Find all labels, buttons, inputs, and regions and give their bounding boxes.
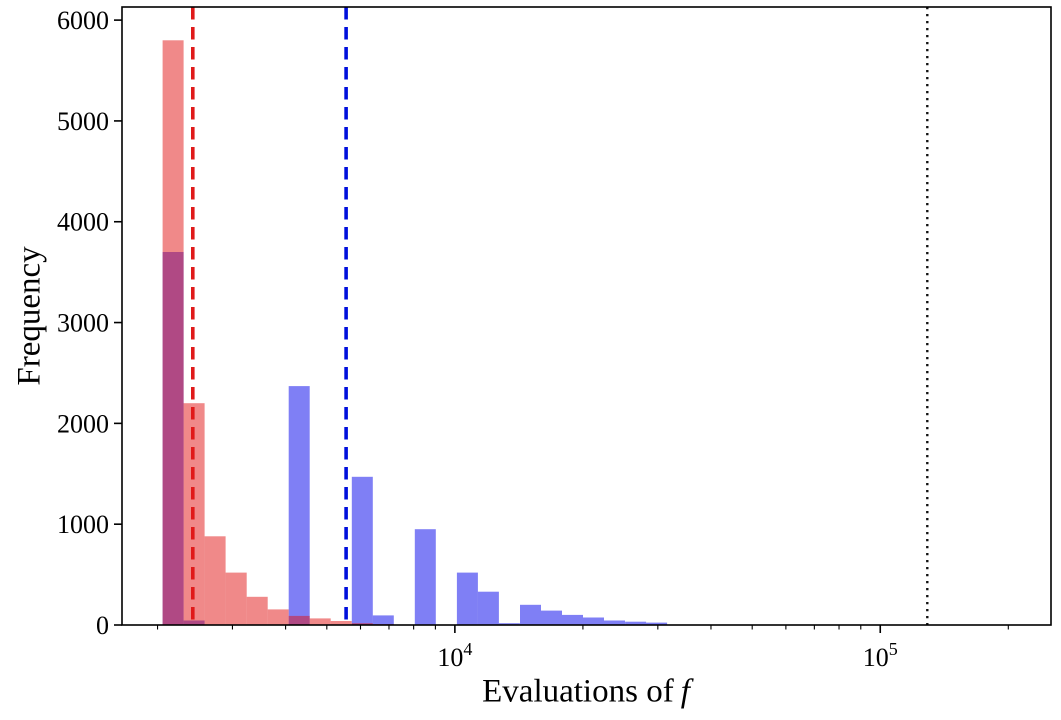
y-tick-label: 5000 — [57, 107, 109, 136]
y-tick-label: 3000 — [57, 309, 109, 338]
histogram-bar — [604, 620, 625, 625]
histogram-bar — [562, 614, 583, 625]
plot-border — [121, 6, 1052, 626]
histogram-bar — [372, 615, 394, 625]
blue-histogram-bars — [162, 252, 668, 625]
histogram-bar — [225, 572, 247, 625]
histogram-bar — [520, 604, 541, 625]
histogram-bar — [162, 40, 184, 626]
histogram-bar — [351, 476, 373, 625]
x-axis-label-math-f: f — [680, 673, 690, 710]
y-tick-label: 1000 — [57, 510, 109, 539]
histogram-bar — [414, 529, 436, 625]
histogram-bar — [288, 386, 310, 625]
histogram-bar — [351, 623, 373, 625]
histogram-bar — [456, 572, 478, 625]
histogram-bar — [288, 615, 310, 625]
histogram-bar — [204, 536, 226, 625]
histogram-bar — [646, 622, 668, 625]
x-tick-label: 105 — [863, 639, 898, 672]
x-tick-label: 104 — [437, 639, 472, 672]
y-tick-label: 0 — [96, 611, 109, 640]
y-axis-ticks: 0 1000 2000 3000 4000 5000 6000 — [57, 6, 122, 640]
x-axis-label-text: Evaluations of — [482, 673, 674, 710]
histogram-bar — [246, 596, 268, 625]
x-axis-label: Evaluations of f — [482, 674, 690, 711]
histogram-bar — [498, 623, 520, 625]
histogram-bar — [309, 618, 331, 625]
histogram-bar — [541, 610, 562, 625]
y-tick-label: 2000 — [57, 409, 109, 438]
y-tick-label: 6000 — [57, 6, 109, 35]
histogram-bar — [330, 621, 352, 625]
histogram-bar — [267, 609, 289, 625]
x-axis-ticks: 104 105 — [156, 625, 1009, 672]
histogram-bar — [477, 591, 499, 625]
histogram-bar — [583, 617, 604, 625]
histogram-bar — [625, 621, 647, 625]
y-tick-label: 4000 — [57, 208, 109, 237]
y-axis-label: Frequency — [11, 246, 48, 386]
